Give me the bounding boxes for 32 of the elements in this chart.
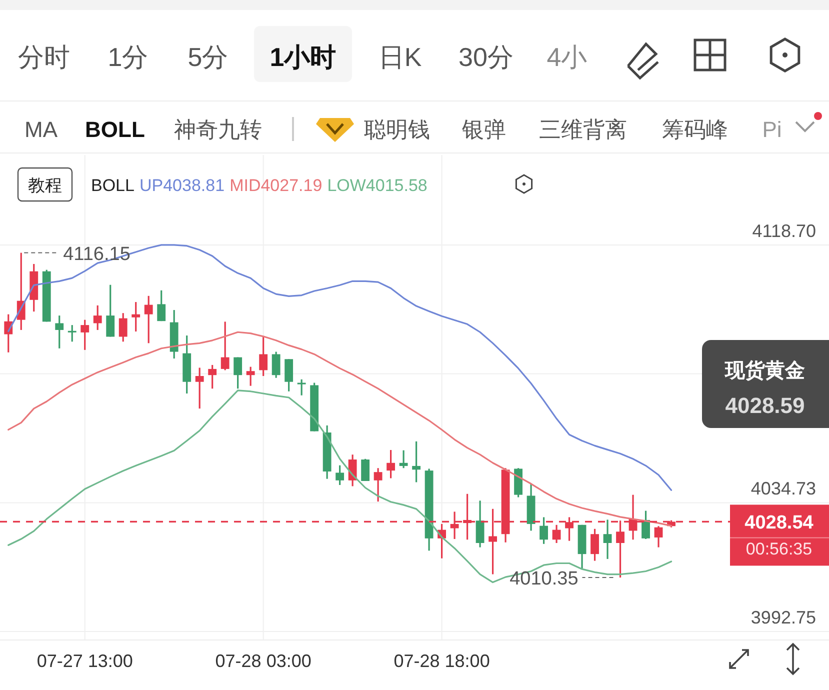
annotation: 教程 <box>28 176 62 195</box>
text: 5分 <box>188 42 228 72</box>
text: 三维背离 <box>539 117 627 142</box>
x-tick-label: 07-27 13:00 <box>36 651 133 671</box>
text: 1分 <box>108 42 148 72</box>
annotation: 4010.35 <box>510 568 578 590</box>
text: 神奇九转 <box>174 117 262 142</box>
text: Pi <box>762 117 782 142</box>
text: BOLL <box>91 176 134 195</box>
text: 00:56:35 <box>746 540 812 559</box>
text: 筹码峰 <box>662 117 728 142</box>
text: BOLL <box>85 117 145 142</box>
x-tick-label: 07-28 03:00 <box>215 651 312 671</box>
y-tick-label: 3992.75 <box>750 608 816 628</box>
ref-line-label: 4028.54 <box>744 512 814 534</box>
x-tick-label: 07-28 18:00 <box>394 651 490 671</box>
text: 4小 <box>546 42 588 72</box>
text: 分时 <box>18 42 70 72</box>
text: 现货黄金 <box>724 360 805 382</box>
text: 30分 <box>458 42 514 72</box>
text: MA <box>24 117 58 142</box>
text: 4028.59 <box>725 393 805 418</box>
text: 银弹 <box>461 117 506 142</box>
text: 聪明钱 <box>364 117 430 142</box>
text: UP4038.81 <box>139 176 225 195</box>
annotation: 4116.15 <box>63 244 130 265</box>
text: 日K <box>378 42 422 72</box>
y-tick-label: 4118.70 <box>752 220 816 241</box>
text: MID4027.19 <box>230 176 322 195</box>
text: LOW4015.58 <box>327 176 428 195</box>
y-tick-label: 4034.73 <box>750 478 816 499</box>
text: 1小时 <box>270 42 336 72</box>
